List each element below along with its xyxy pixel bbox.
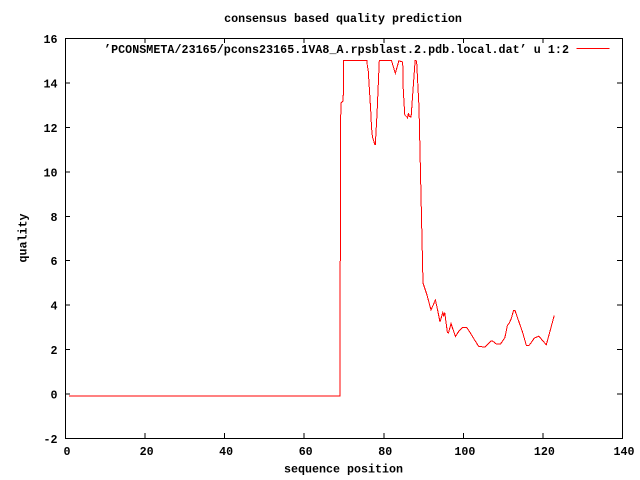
svg-text:8: 8: [51, 211, 58, 225]
svg-text:0: 0: [51, 389, 58, 403]
svg-text:12: 12: [44, 122, 58, 136]
svg-text:60: 60: [299, 445, 313, 459]
svg-text:10: 10: [44, 166, 58, 180]
svg-text:sequence position: sequence position: [284, 463, 403, 477]
svg-text:’PCONSMETA/23165/pcons23165.1V: ’PCONSMETA/23165/pcons23165.1VA8_A.rpsbl…: [104, 43, 569, 57]
svg-text:80: 80: [378, 445, 392, 459]
svg-text:0: 0: [64, 445, 71, 459]
svg-text:100: 100: [454, 445, 475, 459]
svg-text:6: 6: [51, 255, 58, 269]
svg-text:4: 4: [51, 300, 58, 314]
svg-text:consensus based quality predic: consensus based quality prediction: [224, 12, 462, 26]
svg-text:14: 14: [44, 77, 58, 91]
svg-text:16: 16: [44, 33, 58, 47]
svg-text:120: 120: [534, 445, 555, 459]
svg-text:quality: quality: [17, 214, 31, 263]
svg-text:40: 40: [219, 445, 233, 459]
svg-text:140: 140: [614, 445, 635, 459]
svg-text:2: 2: [51, 344, 58, 358]
svg-text:-2: -2: [44, 433, 58, 447]
svg-text:20: 20: [140, 445, 154, 459]
